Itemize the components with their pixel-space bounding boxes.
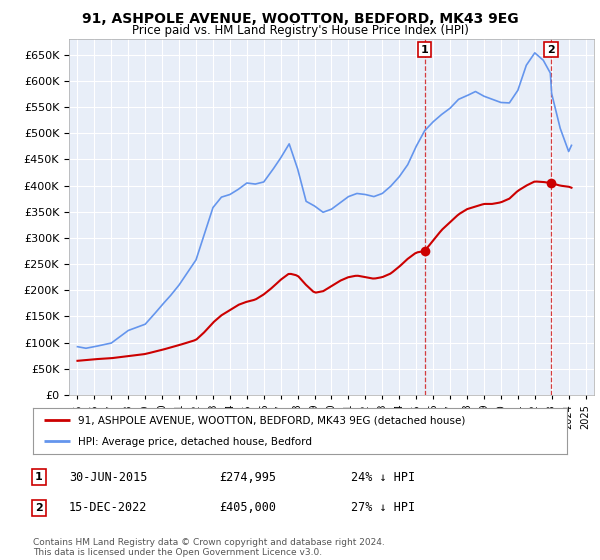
Text: 91, ASHPOLE AVENUE, WOOTTON, BEDFORD, MK43 9EG: 91, ASHPOLE AVENUE, WOOTTON, BEDFORD, MK… [82,12,518,26]
Text: £405,000: £405,000 [219,501,276,515]
Text: £274,995: £274,995 [219,470,276,484]
Text: 1: 1 [35,472,43,482]
Text: 30-JUN-2015: 30-JUN-2015 [69,470,148,484]
Text: 91, ASHPOLE AVENUE, WOOTTON, BEDFORD, MK43 9EG (detached house): 91, ASHPOLE AVENUE, WOOTTON, BEDFORD, MK… [79,416,466,426]
Text: 15-DEC-2022: 15-DEC-2022 [69,501,148,515]
Text: 24% ↓ HPI: 24% ↓ HPI [351,470,415,484]
Text: 1: 1 [421,45,428,54]
Text: HPI: Average price, detached house, Bedford: HPI: Average price, detached house, Bedf… [79,437,313,447]
Text: 2: 2 [547,45,555,54]
Text: Price paid vs. HM Land Registry's House Price Index (HPI): Price paid vs. HM Land Registry's House … [131,24,469,37]
Text: 2: 2 [35,503,43,513]
Text: Contains HM Land Registry data © Crown copyright and database right 2024.
This d: Contains HM Land Registry data © Crown c… [33,538,385,557]
Text: 27% ↓ HPI: 27% ↓ HPI [351,501,415,515]
